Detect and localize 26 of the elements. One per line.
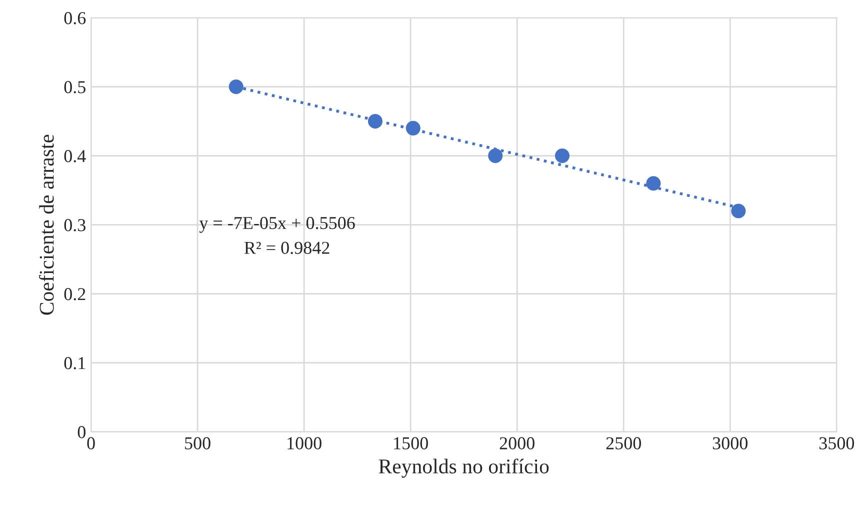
annotation: y = -7E-05x + 0.5506	[199, 216, 355, 233]
y-tick-label: 0.1	[64, 357, 86, 370]
y-tick-label: 0	[78, 426, 86, 438]
y-tick-label: 0.4	[64, 150, 86, 162]
y-tick-label: 0.2	[64, 288, 86, 300]
x-tick-label: 2500	[606, 437, 641, 450]
y-tick-label: 0.3	[64, 219, 86, 232]
x-tick-label: 2000	[500, 437, 534, 450]
y-axis-title: Coeficiente de arraste	[38, 134, 54, 315]
y-tick-label: 0.6	[64, 12, 86, 24]
x-axis-title: Reynolds no orifício	[378, 458, 549, 478]
point	[406, 120, 420, 136]
point	[228, 80, 244, 94]
point	[368, 114, 383, 129]
x-tick-label: 500	[185, 437, 210, 450]
point	[646, 176, 661, 191]
x-tick-label: 1500	[394, 437, 428, 450]
x-tick-label: 1000	[288, 437, 322, 450]
point	[554, 148, 570, 164]
x-tick-label: 0	[87, 437, 95, 450]
y-tick-label: 0.5	[64, 81, 86, 94]
point	[488, 148, 503, 164]
x-tick-label: 3000	[712, 437, 748, 450]
point	[731, 204, 746, 218]
annotation: R² = 0.9842	[244, 242, 330, 254]
x-tick-label: 3500	[819, 437, 854, 450]
